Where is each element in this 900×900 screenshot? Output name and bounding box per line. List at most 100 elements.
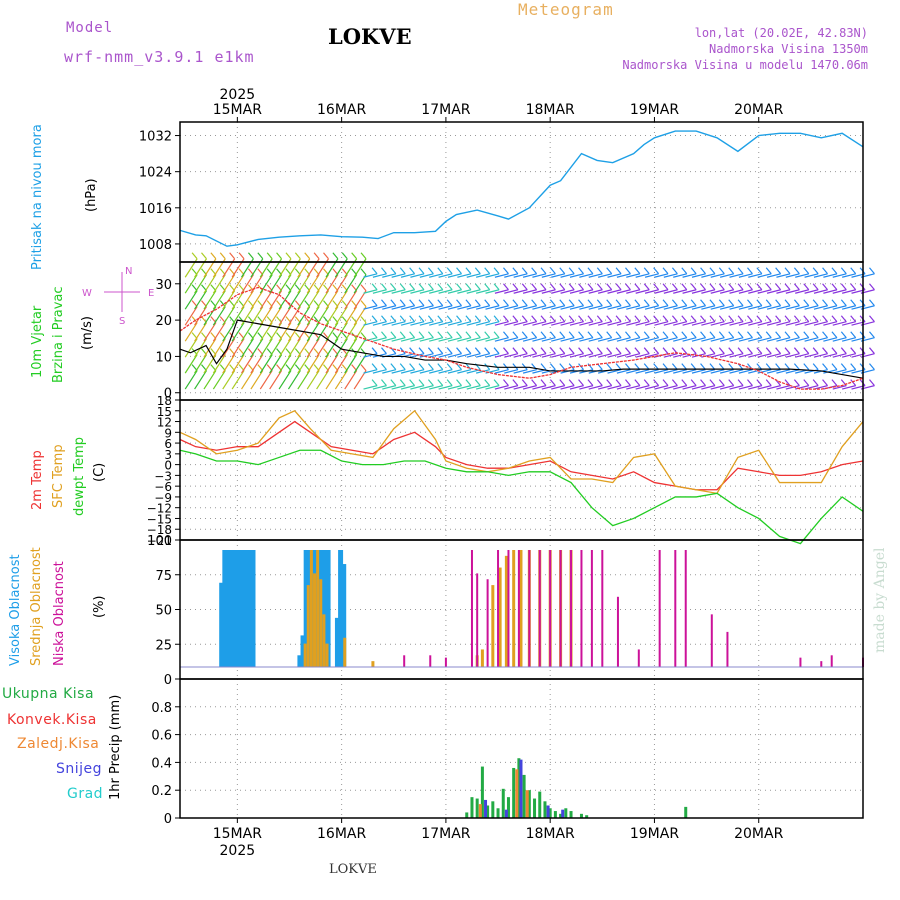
- wind-barb: [259, 290, 273, 310]
- wind-barb-flag: [634, 347, 641, 355]
- legend-total-rain: Ukupna Kisa: [2, 686, 95, 702]
- wind-barb: [438, 305, 453, 310]
- wind-barb-flag: [229, 252, 236, 260]
- wind-barb-flag: [784, 315, 791, 323]
- wind-barb: [551, 385, 565, 390]
- wind-barb-flag: [465, 267, 472, 275]
- wind-barb: [560, 305, 575, 310]
- wind-barb: [372, 337, 387, 342]
- cloud-low-bar: [616, 596, 619, 667]
- wind-barb-flag: [503, 363, 509, 371]
- wind-barb: [551, 289, 565, 294]
- wind-barb: [344, 322, 358, 342]
- wind-barb: [616, 337, 631, 342]
- wind-barb: [194, 354, 207, 374]
- wind-barb: [729, 321, 744, 326]
- wind-barb-flag: [728, 379, 735, 387]
- wind-barb-flag: [578, 347, 585, 355]
- wind-barb-flag: [700, 267, 707, 275]
- wind-barb: [457, 353, 472, 358]
- wind-barb-flag: [765, 315, 772, 323]
- wind-barb: [597, 337, 612, 342]
- wind-barb: [466, 369, 481, 374]
- wind-barb: [287, 306, 301, 326]
- wind-barb: [297, 354, 311, 374]
- wind-barb: [222, 274, 236, 294]
- altitude-label: Nadmorska Visina 1350m: [709, 42, 868, 56]
- wind-barb: [710, 353, 725, 358]
- wind-barb: [269, 290, 283, 310]
- ytick-label: 0: [164, 387, 172, 402]
- wind-barb-flag: [484, 299, 491, 307]
- cloud-high-bar: [325, 550, 331, 667]
- wind-barb: [287, 354, 301, 374]
- wind-barb-flag: [381, 363, 387, 371]
- wind-barb: [372, 273, 387, 278]
- wind-barb: [363, 289, 378, 294]
- wind-barb: [410, 369, 425, 374]
- precip-snow-bar: [546, 805, 550, 818]
- wind-barb: [626, 305, 641, 310]
- cloud-high-bar: [250, 550, 256, 667]
- wind-barb: [231, 370, 245, 390]
- wind-barb: [748, 321, 763, 326]
- wind-barb: [250, 290, 264, 310]
- wind-barb: [475, 385, 490, 390]
- wind-barb-flag: [474, 299, 481, 307]
- wind-barb: [363, 385, 378, 390]
- wind-barb-flag: [662, 299, 669, 307]
- wind-barb-flag: [869, 379, 875, 387]
- ytick-label: 0: [164, 673, 172, 688]
- wind-barb: [616, 353, 631, 358]
- wind-barb-flag: [531, 267, 538, 275]
- wind-barb-flag: [681, 315, 688, 323]
- wind-barb: [710, 337, 725, 342]
- wind-barb-flag: [747, 299, 753, 307]
- wind-barb: [532, 305, 547, 310]
- wind-barb: [250, 338, 264, 358]
- precip-total-bar: [569, 811, 573, 818]
- wind-barb-flag: [503, 267, 509, 275]
- wind-barb: [522, 273, 537, 278]
- wind-barb: [504, 337, 519, 342]
- legend-snow: Snijeg: [56, 761, 103, 777]
- wind-barb-flag: [493, 267, 500, 275]
- wind-barb: [757, 305, 772, 310]
- cloud-mid-bar: [343, 637, 347, 667]
- wind-barb: [823, 321, 838, 326]
- wind-barb: [785, 385, 800, 390]
- wind-barb-flag: [381, 347, 387, 355]
- wind-barb-flag: [409, 331, 416, 339]
- compass-w: W: [82, 288, 92, 299]
- date-label-bottom: 16MAR: [317, 826, 366, 842]
- wind-barb: [710, 305, 725, 310]
- wind-barb-flag: [474, 331, 481, 339]
- wind-barb: [429, 337, 443, 342]
- wind-barb: [250, 354, 264, 374]
- ytick-label: 20: [155, 314, 172, 329]
- precip-total-bar: [564, 808, 568, 818]
- wind-barb: [776, 337, 791, 342]
- wind-barb-flag: [437, 283, 444, 291]
- wind-barb: [616, 273, 631, 278]
- station-title: LOKVE: [328, 24, 412, 49]
- wind-barb-flag: [793, 315, 800, 323]
- wind-barb: [475, 273, 490, 278]
- wind-barb-flag: [690, 347, 697, 355]
- cloud-low-bar: [476, 573, 479, 667]
- wind-barb: [278, 322, 292, 342]
- wind-barb: [513, 337, 528, 342]
- wind-barb: [748, 337, 763, 342]
- wind-barb: [616, 289, 631, 294]
- wind-barb-flag: [446, 283, 453, 291]
- wind-barb: [504, 369, 519, 374]
- cloud-low-bar: [444, 657, 447, 667]
- panel-frame: [179, 399, 864, 541]
- wind-barb: [513, 385, 528, 390]
- wind-barb: [597, 321, 612, 326]
- wind-barb-flag: [822, 315, 829, 323]
- wind-barb-flag: [418, 299, 425, 307]
- wind-barb: [588, 289, 603, 294]
- cloud-high-bar: [228, 550, 234, 667]
- wind-barb: [447, 305, 462, 310]
